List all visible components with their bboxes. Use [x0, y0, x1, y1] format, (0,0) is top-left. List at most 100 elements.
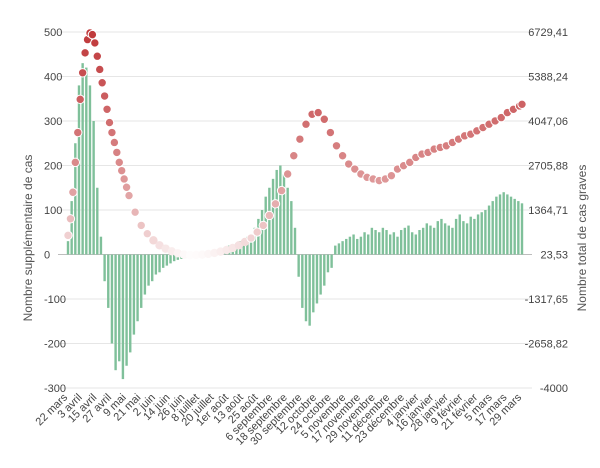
- scatter-point: [191, 250, 201, 260]
- bar: [407, 225, 410, 255]
- bar: [458, 214, 461, 255]
- bar: [107, 254, 110, 308]
- bar: [359, 236, 363, 255]
- scatter-point: [136, 220, 146, 231]
- bar: [81, 63, 84, 255]
- right-axis-title: Nombre total de cas graves: [575, 165, 589, 312]
- bar: [381, 227, 385, 255]
- bar: [388, 234, 392, 255]
- bar: [66, 241, 70, 255]
- bar: [125, 254, 128, 366]
- right-tick-label: 2705,88: [528, 161, 568, 173]
- bar: [462, 221, 465, 255]
- scatter-point: [130, 207, 140, 217]
- bar: [476, 214, 480, 255]
- bar: [443, 223, 447, 255]
- bar: [440, 218, 443, 255]
- bar: [498, 194, 502, 255]
- scatter-point: [142, 229, 153, 239]
- left-tick-label: 0: [44, 250, 50, 262]
- bar: [465, 223, 469, 255]
- bar: [410, 232, 414, 255]
- bar: [392, 232, 396, 255]
- bar: [517, 201, 520, 255]
- bar: [140, 254, 143, 308]
- scatter-series: [63, 28, 527, 260]
- bar: [469, 216, 472, 255]
- scatter-point: [104, 117, 115, 128]
- scatter-point: [246, 233, 256, 243]
- right-tick-label: 23,53: [540, 250, 568, 262]
- bar: [414, 234, 418, 255]
- bar: [268, 187, 271, 255]
- scatter-point: [73, 127, 83, 138]
- scatter-point: [295, 134, 305, 144]
- bar: [147, 254, 150, 286]
- scatter-point: [109, 137, 120, 148]
- bar: [509, 196, 513, 255]
- bar: [70, 201, 73, 255]
- scatter-point: [63, 230, 73, 241]
- right-tick-label: 6729,41: [528, 27, 568, 39]
- bar: [92, 121, 95, 255]
- scatter-point: [102, 104, 112, 114]
- scatter-point: [124, 190, 134, 201]
- bar: [487, 205, 491, 255]
- bar: [352, 234, 355, 255]
- bar: [260, 210, 264, 255]
- bar: [88, 85, 92, 255]
- scatter-point: [252, 227, 262, 237]
- scatter-point: [149, 236, 158, 245]
- left-tick-label: -200: [44, 339, 66, 351]
- scatter-point: [198, 250, 207, 259]
- left-axis-title: Nombre supplémentaire de cas: [21, 155, 35, 322]
- left-tick-label: 400: [44, 72, 62, 84]
- bar: [165, 254, 169, 266]
- bar: [363, 232, 366, 255]
- left-tick-label: -100: [44, 294, 66, 306]
- left-tick-label: 200: [44, 161, 62, 173]
- bar: [396, 236, 399, 255]
- scatter-point: [119, 174, 129, 184]
- bar: [319, 254, 322, 295]
- scatter-point: [282, 169, 293, 179]
- bar: [169, 254, 172, 264]
- bar: [249, 234, 253, 255]
- bar: [334, 245, 337, 255]
- bar: [326, 254, 330, 273]
- bar: [99, 236, 103, 255]
- bar: [312, 254, 315, 313]
- scatter-point: [179, 250, 189, 259]
- scatter-point: [270, 199, 281, 209]
- scatter-point: [90, 38, 100, 48]
- bar: [337, 243, 341, 255]
- scatter-point: [350, 164, 360, 174]
- bar: [454, 218, 458, 255]
- bar: [282, 174, 286, 255]
- scatter-point: [65, 214, 76, 224]
- bar: [172, 254, 176, 262]
- bar: [85, 67, 88, 255]
- scatter-point: [97, 78, 107, 88]
- scatter-point: [405, 157, 415, 168]
- right-tick-label: 5388,24: [528, 72, 568, 84]
- bar: [345, 238, 348, 255]
- bar: [480, 212, 483, 255]
- bar: [418, 230, 421, 255]
- scatter-point: [386, 170, 397, 181]
- bar: [367, 234, 370, 255]
- scatter-point: [337, 151, 348, 161]
- bar: [429, 225, 432, 255]
- bar: [257, 218, 260, 255]
- bar: [161, 254, 165, 268]
- bar: [293, 227, 297, 255]
- scatter-point: [92, 51, 102, 61]
- right-tick-label: -2658,82: [525, 339, 568, 351]
- scatter-point: [496, 112, 506, 123]
- right-tick-label: 1364,71: [528, 205, 568, 217]
- bar-series: [66, 63, 524, 380]
- bar: [96, 187, 99, 255]
- scatter-point: [99, 91, 110, 101]
